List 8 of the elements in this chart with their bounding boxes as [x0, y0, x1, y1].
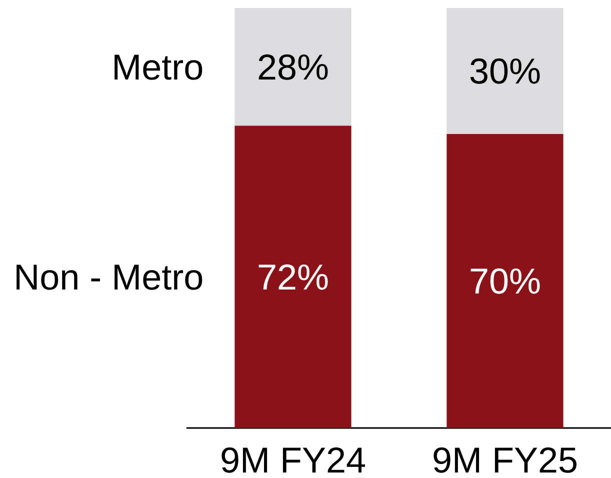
data-label: 30%	[468, 50, 542, 92]
series-label: Metro	[112, 46, 204, 88]
x-tick-label: 9M FY24	[220, 440, 366, 478]
data-label: 28%	[256, 46, 330, 88]
data-label: 72%	[256, 256, 330, 298]
data-label: 70%	[468, 260, 542, 302]
series-label: Non - Metro	[14, 256, 204, 298]
x-tick-label: 9M FY25	[432, 440, 578, 478]
